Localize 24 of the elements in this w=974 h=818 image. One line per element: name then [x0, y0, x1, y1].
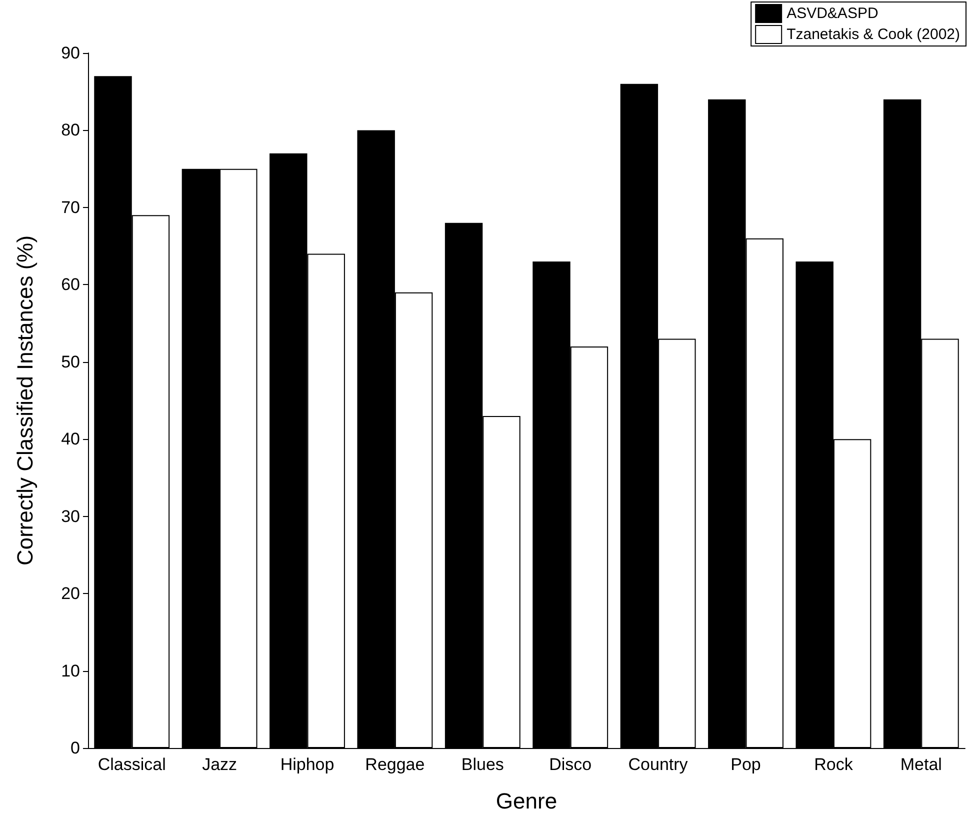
- y-tick-label: 20: [61, 584, 80, 604]
- legend-label: Tzanetakis & Cook (2002): [786, 26, 960, 43]
- y-tick-label: 60: [61, 275, 80, 294]
- x-tick-label: Country: [628, 755, 688, 774]
- y-axis-title: Correctly Classified Instances (%): [12, 235, 38, 566]
- x-axis-title: Genre: [496, 788, 558, 814]
- x-tick-label: Disco: [549, 755, 592, 774]
- y-tick-label: 0: [70, 738, 80, 758]
- x-tick-label: Reggae: [365, 755, 425, 774]
- y-tick-label: 30: [61, 506, 80, 526]
- x-tick-label: Metal: [900, 755, 942, 774]
- y-tick-label: 80: [61, 120, 80, 140]
- y-tick-label: 10: [61, 661, 80, 680]
- x-tick-label: Hiphop: [280, 755, 334, 774]
- y-tick-label: 50: [61, 352, 80, 372]
- x-tick-label: Rock: [814, 755, 854, 774]
- x-tick-label: Jazz: [202, 755, 238, 774]
- legend-label: ASVD&ASPD: [786, 5, 878, 22]
- x-tick-label: Pop: [730, 755, 761, 774]
- x-tick-label: Classical: [98, 755, 166, 774]
- y-tick-label: 40: [61, 430, 80, 449]
- y-tick-label: 90: [61, 44, 80, 62]
- y-tick-label: 70: [61, 198, 80, 217]
- x-tick-label: Blues: [461, 755, 504, 774]
